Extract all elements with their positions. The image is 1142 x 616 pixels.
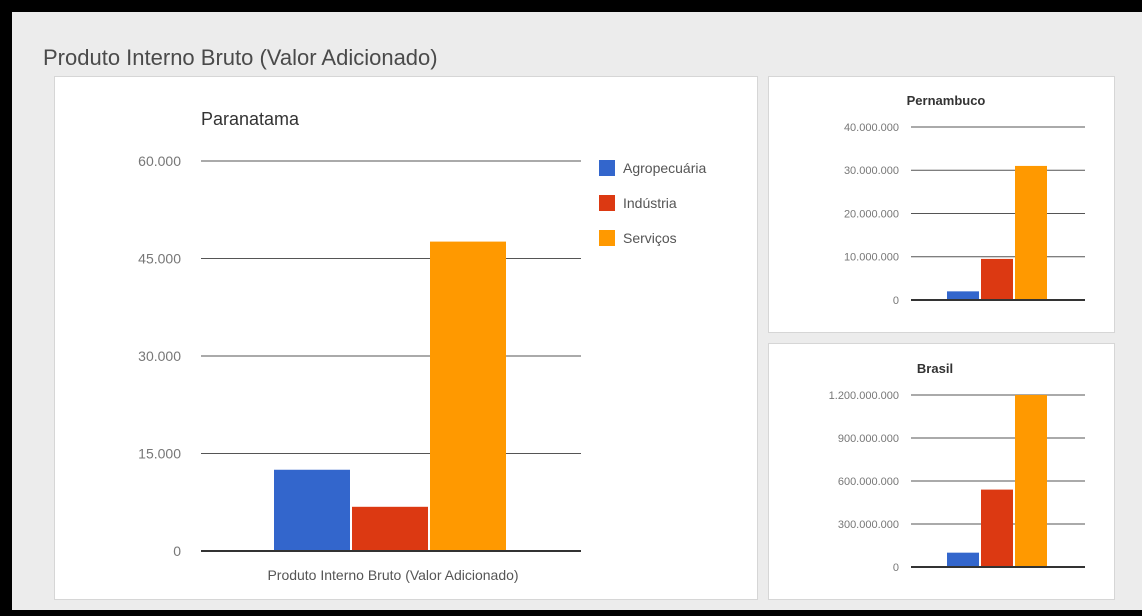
y-tick-label: 15.000 bbox=[138, 445, 181, 461]
y-tick-label: 0 bbox=[893, 562, 899, 574]
y-tick-label: 40.000.000 bbox=[844, 122, 899, 134]
bar-servicos bbox=[430, 241, 506, 551]
bar-industria bbox=[352, 506, 428, 551]
x-category-label: Produto Interno Bruto (Valor Adicionado) bbox=[267, 567, 518, 583]
chart-pernambuco: Pernambuco 0 10.000.000 20.000.000 30.000.00… bbox=[844, 93, 1085, 307]
y-tick-label: 45.000 bbox=[138, 250, 181, 266]
chart-panel-pernambuco: Pernambuco 0 10.000.000 20.000.000 30.000.00… bbox=[768, 76, 1115, 333]
y-tick-label: 60.000 bbox=[138, 153, 181, 169]
bar-agropecuaria bbox=[274, 469, 350, 551]
legend-label: Indústria bbox=[623, 195, 677, 211]
chart-title: Brasil bbox=[917, 361, 953, 376]
y-tick-label: 600.000.000 bbox=[838, 476, 899, 488]
chart-title: Pernambuco bbox=[907, 93, 986, 108]
chart-brasil: Brasil 0 300.000.000 600.000.000 900.000.000… bbox=[829, 361, 1085, 574]
legend-label: Agropecuária bbox=[623, 160, 706, 176]
y-tick-label: 300.000.000 bbox=[838, 519, 899, 531]
y-tick-label: 900.000.000 bbox=[838, 433, 899, 445]
bar-servicos bbox=[1015, 165, 1047, 300]
bar-agropecuaria bbox=[947, 291, 979, 300]
chart-panel-paranatama: Paranatama 0 15.000 30.000 45.000 60.000 Produ… bbox=[54, 76, 758, 600]
legend-swatch bbox=[599, 230, 615, 246]
y-tick-label: 1.200.000.000 bbox=[829, 390, 899, 402]
legend-swatch bbox=[599, 160, 615, 176]
chart-panel-brasil: Brasil 0 300.000.000 600.000.000 900.000.000… bbox=[768, 343, 1115, 600]
chart-paranatama: Paranatama 0 15.000 30.000 45.000 60.000 Produ… bbox=[138, 109, 706, 583]
chart-title: Paranatama bbox=[201, 109, 300, 129]
bar-servicos bbox=[1015, 395, 1047, 567]
y-tick-label: 0 bbox=[173, 543, 181, 559]
y-tick-label: 30.000 bbox=[138, 348, 181, 364]
legend-label: Serviços bbox=[623, 230, 677, 246]
y-tick-label: 20.000.000 bbox=[844, 208, 899, 220]
bar-industria bbox=[981, 489, 1013, 567]
bar-agropecuaria bbox=[947, 552, 979, 567]
bar-industria bbox=[981, 258, 1013, 300]
y-tick-label: 30.000.000 bbox=[844, 165, 899, 177]
page-title: Produto Interno Bruto (Valor Adicionado) bbox=[43, 45, 438, 70]
y-tick-label: 0 bbox=[893, 295, 899, 307]
legend-swatch bbox=[599, 195, 615, 211]
y-tick-label: 10.000.000 bbox=[844, 252, 899, 264]
